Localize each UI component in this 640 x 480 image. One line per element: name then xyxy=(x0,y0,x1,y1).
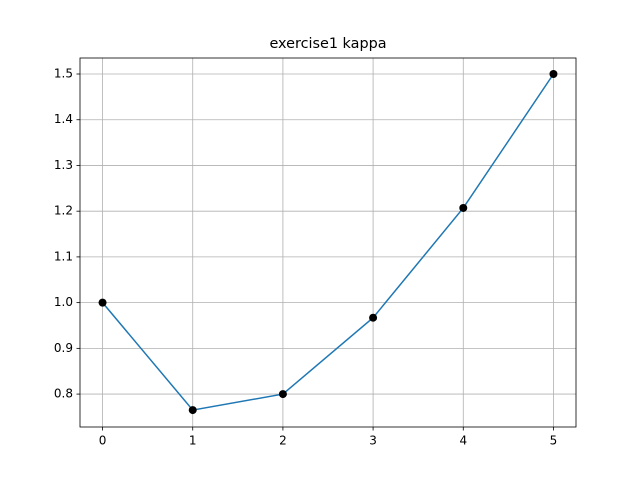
data-point xyxy=(278,390,287,399)
plot-frame xyxy=(79,57,577,428)
y-tick-label: 1.4 xyxy=(54,112,73,126)
y-tick-label: 1.1 xyxy=(54,249,73,263)
y-tick-label: 1.3 xyxy=(54,158,73,172)
x-tick-label: 0 xyxy=(99,434,107,448)
data-point xyxy=(459,203,468,212)
y-tick-label: 0.8 xyxy=(54,387,73,401)
y-tick-label: 1.0 xyxy=(54,295,73,309)
chart-title: exercise1 kappa xyxy=(269,36,386,52)
data-point xyxy=(549,70,558,79)
y-tick-label: 1.5 xyxy=(54,67,73,81)
x-tick-label: 4 xyxy=(459,434,467,448)
y-tick-label: 1.2 xyxy=(54,204,73,218)
data-point xyxy=(98,298,107,307)
x-tick-label: 5 xyxy=(550,434,558,448)
y-tick-label: 0.9 xyxy=(54,341,73,355)
data-point xyxy=(369,313,378,322)
data-line xyxy=(101,73,555,411)
x-tick-label: 3 xyxy=(369,434,377,448)
x-tick-label: 2 xyxy=(279,434,287,448)
data-point xyxy=(188,406,197,415)
x-tick-label: 1 xyxy=(189,434,197,448)
